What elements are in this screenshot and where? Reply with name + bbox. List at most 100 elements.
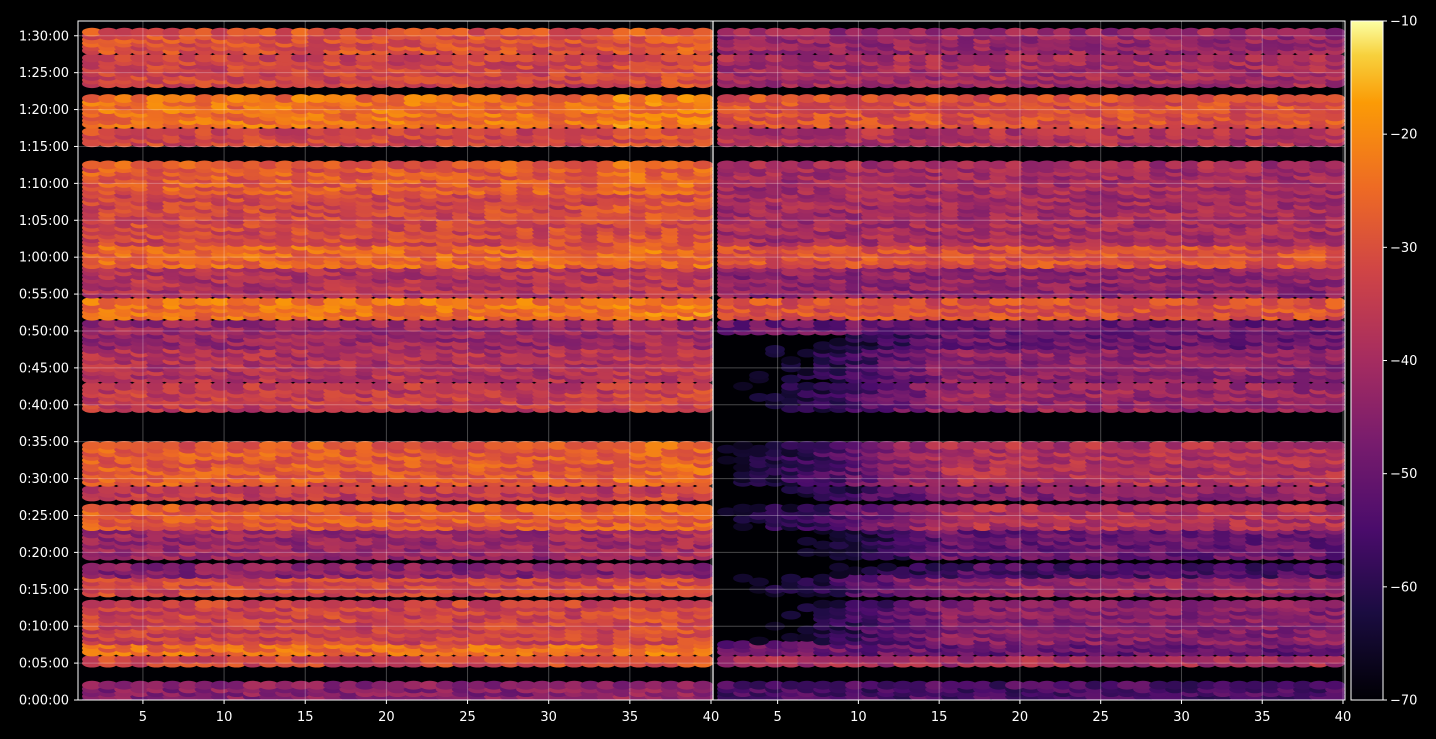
heatmap-cell xyxy=(130,562,151,572)
heatmap-cell xyxy=(162,319,183,328)
heatmap-cell xyxy=(580,503,601,513)
heatmap-cell xyxy=(210,503,231,513)
heatmap-cell xyxy=(451,655,472,664)
heatmap-cell xyxy=(387,381,408,391)
heatmap-cell xyxy=(307,381,328,391)
heatmap-cell xyxy=(419,381,440,391)
heatmap-cell xyxy=(275,297,295,306)
heatmap-cell xyxy=(403,485,424,495)
heatmap-cell xyxy=(596,297,617,306)
heatmap-cell xyxy=(210,485,231,495)
heatmap-cell xyxy=(242,503,263,513)
heatmap-cell xyxy=(467,680,488,690)
heatmap-cell xyxy=(355,160,376,170)
heatmap-cell xyxy=(564,655,585,664)
heatmap-cell xyxy=(146,680,167,690)
heatmap-cell xyxy=(451,319,472,328)
heatmap-cell xyxy=(644,485,665,495)
heatmap-cell xyxy=(178,599,199,609)
heatmap-cell xyxy=(693,655,713,664)
heatmap-cell xyxy=(660,599,681,609)
heatmap-cell xyxy=(98,441,119,450)
heatmap-cell xyxy=(82,485,102,495)
heatmap-cell xyxy=(564,680,585,690)
heatmap-cell xyxy=(114,503,135,513)
heatmap-cell xyxy=(419,485,440,495)
heatmap-cell xyxy=(371,160,392,170)
heatmap-cell xyxy=(226,381,247,391)
heatmap-cell xyxy=(451,503,472,513)
heatmap-cell xyxy=(210,381,231,391)
heatmap-cell xyxy=(82,160,102,170)
heatmap-cell xyxy=(484,381,504,391)
heatmap-cell xyxy=(532,381,553,391)
heatmap-cell xyxy=(323,680,344,690)
heatmap-cell xyxy=(194,562,215,572)
heatmap-cell xyxy=(467,503,488,513)
heatmap-cell xyxy=(403,319,424,328)
heatmap-cell xyxy=(644,599,665,609)
heatmap-cell xyxy=(98,381,119,391)
heatmap-cell xyxy=(226,503,247,513)
heatmap-cell xyxy=(516,381,537,391)
heatmap-cell xyxy=(355,599,376,609)
heatmap-cell xyxy=(194,680,215,690)
heatmap-cell xyxy=(564,599,585,609)
heatmap-cell xyxy=(467,160,488,170)
heatmap-cell xyxy=(178,562,199,572)
heatmap-cell xyxy=(226,655,247,664)
heatmap-cell xyxy=(82,503,102,513)
heatmap-cell xyxy=(178,319,199,328)
heatmap-cell xyxy=(516,680,537,690)
heatmap-cell xyxy=(114,297,135,306)
heatmap-cell xyxy=(146,655,167,664)
heatmap-cell xyxy=(130,655,151,664)
heatmap-cell xyxy=(98,599,119,609)
heatmap-cell xyxy=(548,599,569,609)
heatmap-cell xyxy=(323,381,344,391)
heatmap-cell xyxy=(114,599,135,609)
heatmap-cell xyxy=(596,441,617,450)
heatmap-cell xyxy=(98,319,119,328)
heatmap-cell xyxy=(371,562,392,572)
heatmap-cell xyxy=(500,503,520,513)
heatmap-cell xyxy=(387,160,408,170)
heatmap-cell xyxy=(194,319,215,328)
heatmap-cell xyxy=(387,562,408,572)
heatmap-cell xyxy=(612,381,633,391)
heatmap-cell xyxy=(355,562,376,572)
heatmap-cell xyxy=(628,655,649,664)
heatmap-cell xyxy=(178,441,199,450)
heatmap-cell xyxy=(275,599,295,609)
heatmap-cell xyxy=(339,319,360,328)
heatmap-cell xyxy=(693,381,713,391)
heatmap-cell xyxy=(580,562,601,572)
heatmap-cell xyxy=(580,381,601,391)
heatmap-cell xyxy=(516,655,537,664)
heatmap-cell xyxy=(242,381,263,391)
heatmap-cell xyxy=(467,381,488,391)
heatmap-cell xyxy=(516,441,537,450)
heatmap-cell xyxy=(676,319,697,328)
heatmap-cell xyxy=(580,160,601,170)
heatmap-cell xyxy=(500,599,520,609)
heatmap-cell xyxy=(628,297,649,306)
heatmap-cell xyxy=(596,599,617,609)
heatmap-cell xyxy=(435,319,456,328)
heatmap-cell xyxy=(403,599,424,609)
heatmap-cell xyxy=(387,680,408,690)
heatmap-cell xyxy=(580,441,601,450)
heatmap-cell xyxy=(532,599,553,609)
heatmap-cell xyxy=(676,441,697,450)
heatmap-cell xyxy=(258,599,279,609)
heatmap-cell xyxy=(596,655,617,664)
heatmap-cell xyxy=(291,503,311,513)
heatmap-cell xyxy=(114,381,135,391)
heatmap-cell xyxy=(660,485,681,495)
heatmap-cell xyxy=(114,655,135,664)
heatmap-cell xyxy=(355,680,376,690)
heatmap-cell xyxy=(451,562,472,572)
heatmap-cell xyxy=(242,319,263,328)
heatmap-cell xyxy=(660,319,681,328)
heatmap-cell xyxy=(484,441,504,450)
